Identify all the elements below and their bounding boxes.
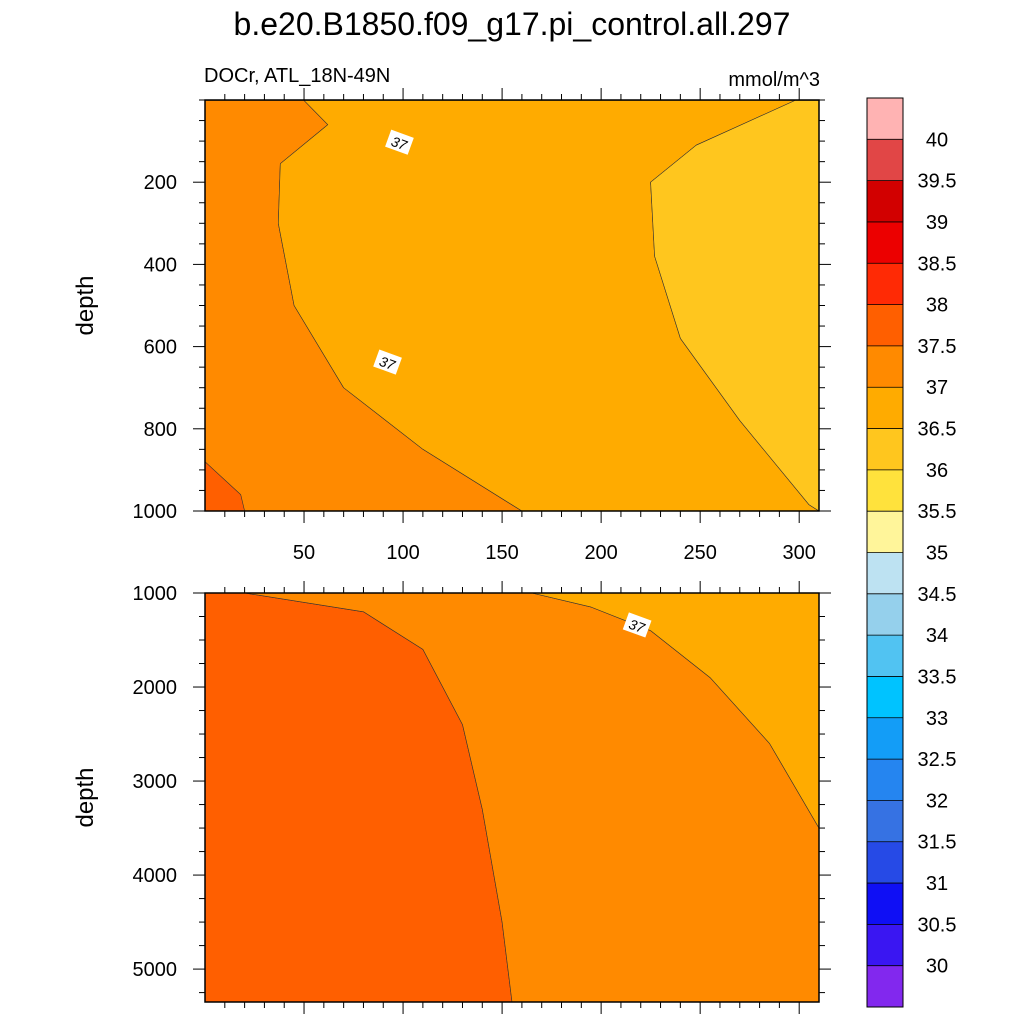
colorbar-label: 35: [926, 543, 948, 565]
colorbar-swatch: [867, 924, 903, 966]
colorbar-label: 38.5: [918, 253, 957, 275]
colorbar-label: 30.5: [918, 914, 957, 936]
colorbar-swatch: [867, 180, 903, 223]
colorbar-swatch: [867, 469, 903, 512]
y-axis-label: depth: [72, 767, 99, 827]
colorbar-swatch: [867, 717, 903, 760]
colorbar-swatch: [867, 98, 903, 140]
contour-label: 37: [385, 129, 414, 155]
colorbar-swatch: [867, 800, 903, 843]
colorbar-label: 30: [926, 956, 948, 978]
colorbar-label: 31.5: [918, 832, 957, 854]
colorbar-label: 32: [926, 790, 948, 812]
colorbar-label: 38: [926, 295, 948, 317]
colorbar: 30 30.5 31 31.5 32 32.5 33 33.5 34 34.5 35 35.5 36 36…: [866, 97, 957, 1008]
y-tick-label: 5000: [133, 959, 178, 981]
x-tick-label: 150: [485, 542, 518, 564]
y-tick-label: 800: [144, 419, 177, 441]
contour-fields: [205, 100, 819, 511]
units-label: mmol/m^3: [728, 69, 820, 91]
colorbar-label: 36: [926, 460, 948, 482]
plot-frame: [204, 592, 820, 1003]
colorbar-swatch: [867, 428, 903, 471]
y-tick-label: 400: [144, 254, 177, 276]
y-axis: 200 400 600 800 1000: [133, 99, 831, 523]
y-tick-label: 600: [144, 337, 177, 359]
contour-label: 37: [373, 349, 402, 375]
colorbar-swatch: [867, 263, 903, 305]
y-tick-label: 2000: [133, 677, 178, 699]
colorbar-label: 37.5: [918, 336, 957, 358]
contour-region-36.5-37: [531, 593, 819, 829]
x-tick-label: 200: [584, 542, 617, 564]
colorbar-label: 36.5: [918, 419, 957, 441]
contour-label-box: [373, 349, 402, 375]
contour-label-text: 37: [627, 616, 648, 637]
contour-region-36-36.5: [650, 100, 819, 511]
colorbar-swatch: [867, 759, 903, 801]
colorbar-label: 34.5: [918, 584, 957, 606]
colorbar-swatch: [867, 841, 903, 884]
colorbar-swatch: [867, 345, 903, 388]
y-tick-label: 1000: [133, 501, 178, 523]
contour-label: 37: [622, 612, 652, 638]
x-axis: 50 100 150 200 250 300: [224, 88, 816, 564]
contour-label-text: 37: [377, 353, 398, 374]
x-tick-label: 50: [293, 542, 315, 564]
contour-label-box: [622, 612, 652, 638]
y-tick-label: 3000: [133, 771, 178, 793]
colorbar-swatch: [867, 676, 903, 719]
colorbar-label: 33.5: [918, 666, 957, 688]
upper-contour-panel: 50 100 150 200 250 300 200 400 600 800 1000 depth 37…: [72, 88, 831, 564]
contour-label-box: [385, 129, 414, 155]
y-axis-label: depth: [72, 275, 99, 335]
colorbar-swatch: [867, 139, 903, 181]
contour-fields: [205, 593, 819, 1002]
colorbar-label: 37: [926, 377, 948, 399]
colorbar-label: 31: [926, 873, 948, 895]
colorbar-swatch: [867, 593, 903, 636]
contour-region-37.5-38: [205, 461, 245, 511]
colorbar-swatch: [867, 883, 903, 925]
contour-label-text: 37: [389, 133, 410, 154]
y-tick-label: 1000: [133, 583, 178, 605]
x-axis: [224, 581, 800, 1014]
lower-contour-panel: 1000 2000 3000 4000 5000 depth 37: [72, 581, 831, 1014]
chart-title: b.e20.B1850.f09_g17.pi_control.all.297: [234, 6, 791, 42]
y-tick-label: 200: [144, 172, 177, 194]
y-axis: 1000 2000 3000 4000 5000: [133, 583, 831, 994]
colorbar-swatch: [867, 965, 903, 1008]
colorbar-swatch: [867, 511, 903, 553]
x-tick-label: 250: [683, 542, 716, 564]
colorbar-swatch: [867, 387, 903, 429]
colorbar-label: 39.5: [918, 171, 957, 193]
colorbar-label: 32.5: [918, 749, 957, 771]
colorbar-label: 35.5: [918, 501, 957, 523]
chart-subtitle: DOCr, ATL_18N-49N: [204, 65, 390, 87]
colorbar-label: 40: [926, 129, 948, 151]
colorbar-label: 34: [926, 625, 948, 647]
y-tick-label: 4000: [133, 865, 178, 887]
x-tick-label: 300: [783, 542, 816, 564]
colorbar-swatch: [867, 552, 903, 595]
colorbar-swatch: [867, 635, 903, 677]
colorbar-swatch: [867, 304, 903, 347]
colorbar-label: 33: [926, 708, 948, 730]
colorbar-label: 39: [926, 212, 948, 234]
x-tick-label: 100: [386, 542, 419, 564]
colorbar-swatch: [867, 221, 903, 264]
